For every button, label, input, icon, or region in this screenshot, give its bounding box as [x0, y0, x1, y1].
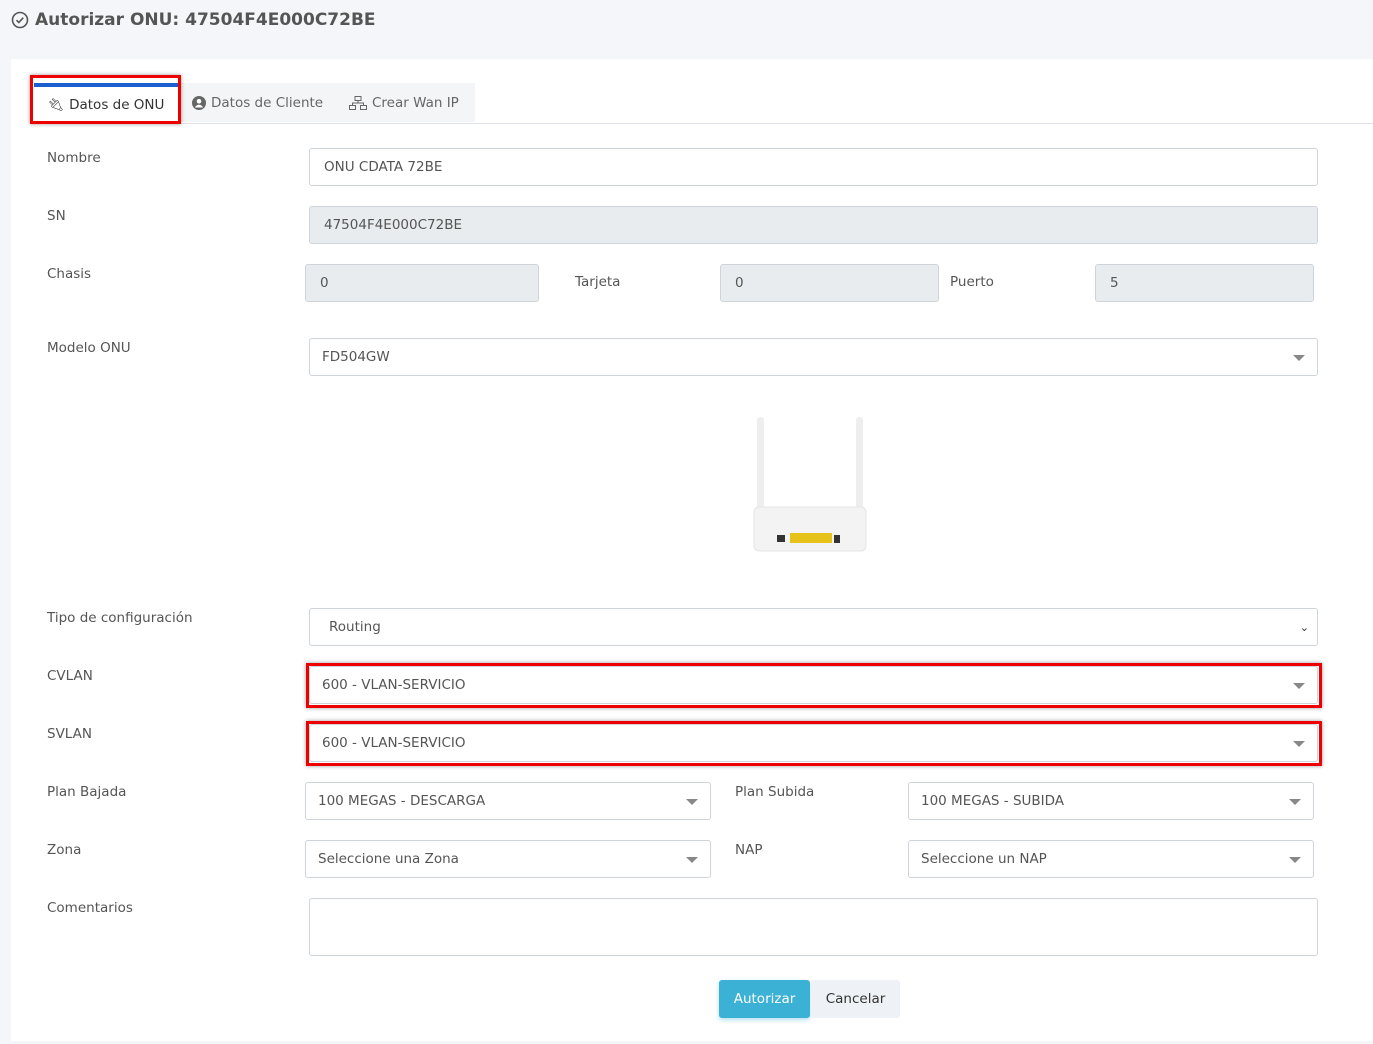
caret-down-icon: [1289, 799, 1301, 805]
caret-down-icon: [1293, 355, 1305, 361]
authorize-button[interactable]: Autorizar: [719, 980, 810, 1018]
input-value: ONU CDATA 72BE: [324, 159, 443, 175]
puerto-input[interactable]: 5: [1095, 264, 1314, 302]
tarjeta-label: Tarjeta: [575, 274, 621, 290]
network-icon: [349, 95, 367, 110]
select-value: 600 - VLAN-SERVICIO: [322, 735, 466, 751]
sn-label: SN: [47, 208, 66, 224]
input-value: 47504F4E000C72BE: [324, 217, 462, 233]
cancel-button[interactable]: Cancelar: [811, 980, 900, 1018]
zona-label: Zona: [47, 842, 82, 858]
cvlan-label: CVLAN: [47, 668, 93, 684]
select-value: Seleccione una Zona: [318, 851, 459, 867]
plan-subida-label: Plan Subida: [735, 784, 815, 800]
plug-icon: 🔌︎: [47, 97, 65, 113]
comentarios-label: Comentarios: [47, 900, 133, 916]
svlan-label: SVLAN: [47, 726, 92, 742]
chevron-down-icon: ⌄: [1299, 621, 1309, 634]
onu-device-image: [753, 417, 867, 552]
caret-down-icon: [1293, 683, 1305, 689]
tarjeta-input[interactable]: 0: [720, 264, 939, 302]
nap-label: NAP: [735, 842, 763, 858]
puerto-label: Puerto: [950, 274, 994, 290]
title-text: Autorizar ONU: 47504F4E000C72BE: [35, 10, 376, 30]
select-value: 100 MEGAS - SUBIDA: [921, 793, 1065, 809]
plan-subida-select[interactable]: 100 MEGAS - SUBIDA: [908, 782, 1314, 820]
select-value: FD504GW: [322, 349, 390, 365]
tab-datos-cliente[interactable]: Datos de Cliente: [192, 83, 323, 122]
chasis-input[interactable]: 0: [305, 264, 539, 302]
nap-select[interactable]: Seleccione un NAP: [908, 840, 1314, 878]
zona-select[interactable]: Seleccione una Zona: [305, 840, 711, 878]
chasis-label: Chasis: [47, 266, 92, 282]
tipo-label: Tipo de configuración: [47, 610, 193, 626]
page-title: Autorizar ONU: 47504F4E000C72BE: [11, 10, 376, 30]
tab-crear-wan-ip[interactable]: Crear Wan IP: [349, 83, 459, 122]
caret-down-icon: [686, 799, 698, 805]
highlight-box: [306, 721, 1322, 766]
input-value: 5: [1110, 275, 1119, 291]
svlan-select[interactable]: 600 - VLAN-SERVICIO: [309, 724, 1318, 762]
tab-label: Datos de Cliente: [211, 94, 324, 111]
tab-label: Datos de ONU: [69, 97, 165, 113]
modelo-label: Modelo ONU: [47, 340, 131, 356]
caret-down-icon: [686, 857, 698, 863]
check-circle-icon: [11, 11, 29, 29]
plan-bajada-select[interactable]: 100 MEGAS - DESCARGA: [305, 782, 711, 820]
modelo-select[interactable]: FD504GW: [309, 338, 1318, 376]
tipo-configuracion-select[interactable]: Routing ⌄: [309, 608, 1318, 646]
tab-label: Crear Wan IP: [372, 94, 459, 111]
cvlan-select[interactable]: 600 - VLAN-SERVICIO: [309, 666, 1318, 704]
caret-down-icon: [1289, 857, 1301, 863]
nombre-label: Nombre: [47, 150, 101, 166]
tab-datos-onu[interactable]: 🔌︎ Datos de ONU: [34, 83, 178, 123]
input-value: 0: [320, 275, 329, 291]
highlight-box: [30, 75, 181, 124]
select-value: 100 MEGAS - DESCARGA: [318, 793, 486, 809]
select-value: 600 - VLAN-SERVICIO: [322, 677, 466, 693]
nombre-input[interactable]: ONU CDATA 72BE: [309, 148, 1318, 186]
select-value: Routing: [329, 619, 381, 635]
comentarios-textarea[interactable]: [309, 898, 1318, 956]
caret-down-icon: [1293, 741, 1305, 747]
highlight-box: [306, 663, 1322, 708]
tab-divider: [34, 123, 1373, 124]
input-value: 0: [735, 275, 744, 291]
select-value: Seleccione un NAP: [921, 851, 1047, 867]
plan-bajada-label: Plan Bajada: [47, 784, 127, 800]
sn-input[interactable]: 47504F4E000C72BE: [309, 206, 1318, 244]
user-circle-icon: [192, 95, 206, 110]
